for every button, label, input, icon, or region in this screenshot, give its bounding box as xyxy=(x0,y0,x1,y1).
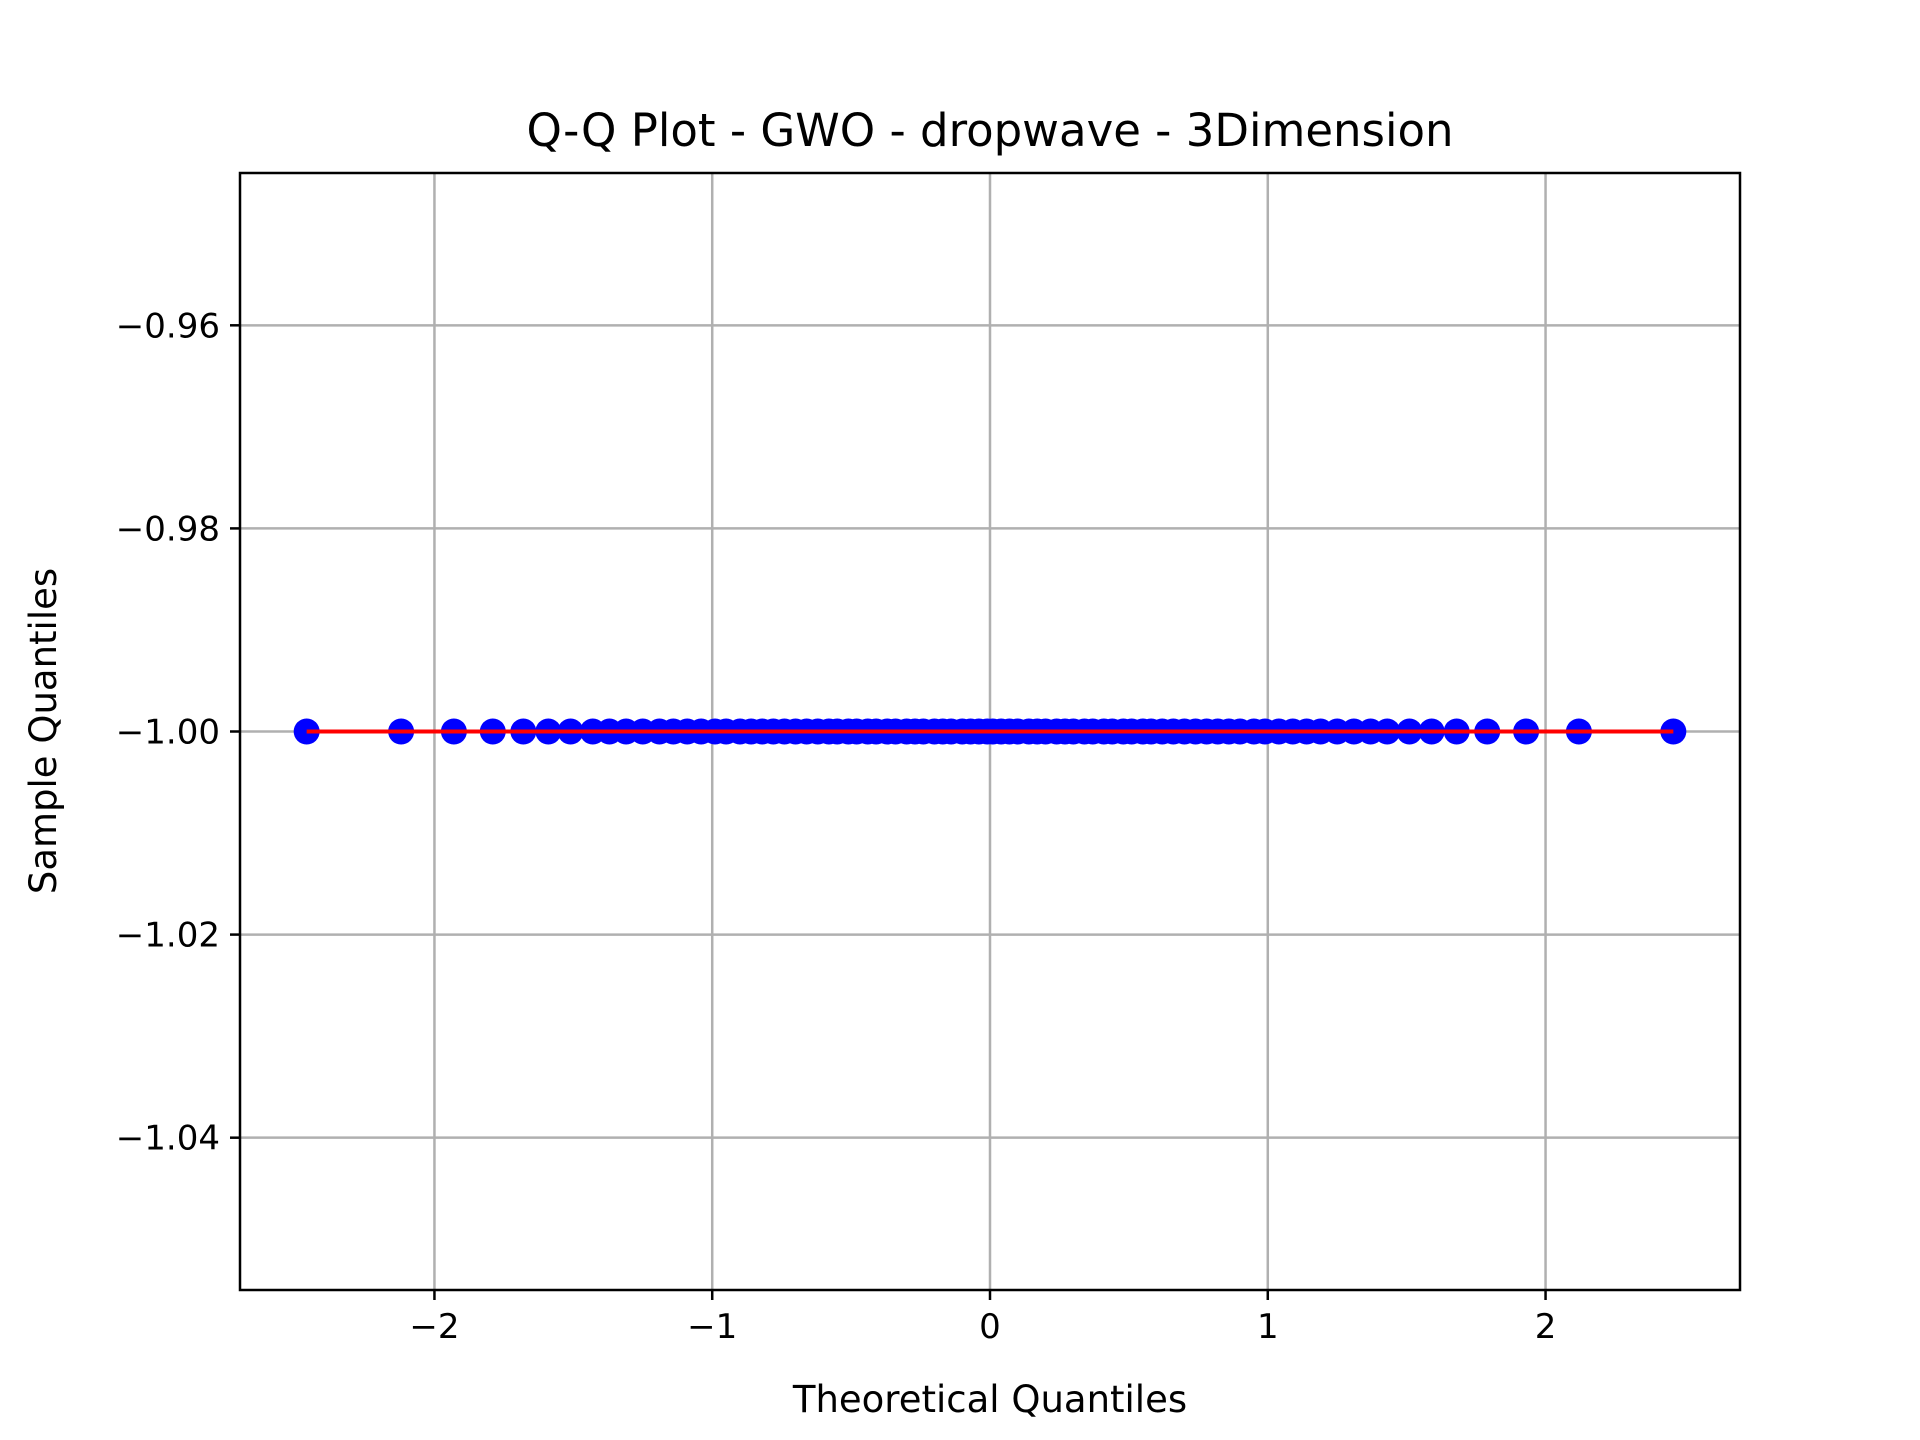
chart-title: Q-Q Plot - GWO - dropwave - 3Dimension xyxy=(526,104,1453,157)
y-tick-label: −0.96 xyxy=(116,306,220,346)
x-tick-label: 0 xyxy=(979,1307,1001,1347)
data-layer xyxy=(293,718,1687,745)
y-tick-label: −1.04 xyxy=(116,1119,220,1159)
axis-ticks: −2 −1 0 1 2 −0.96 −0.98 −1.00 −1.02 −1.04 xyxy=(116,306,1557,1347)
x-tick-label: 2 xyxy=(1535,1307,1557,1347)
x-tick-label: 1 xyxy=(1257,1307,1279,1347)
x-tick-label: −1 xyxy=(687,1307,737,1347)
y-axis-label: Sample Quantiles xyxy=(22,568,65,894)
x-tick-label: −2 xyxy=(409,1307,459,1347)
y-tick-label: −0.98 xyxy=(116,509,220,549)
y-tick-label: −1.00 xyxy=(116,713,220,753)
plot-frame xyxy=(238,171,1742,1292)
y-tick-label: −1.02 xyxy=(116,916,220,956)
x-axis-label: Theoretical Quantiles xyxy=(792,1378,1187,1421)
